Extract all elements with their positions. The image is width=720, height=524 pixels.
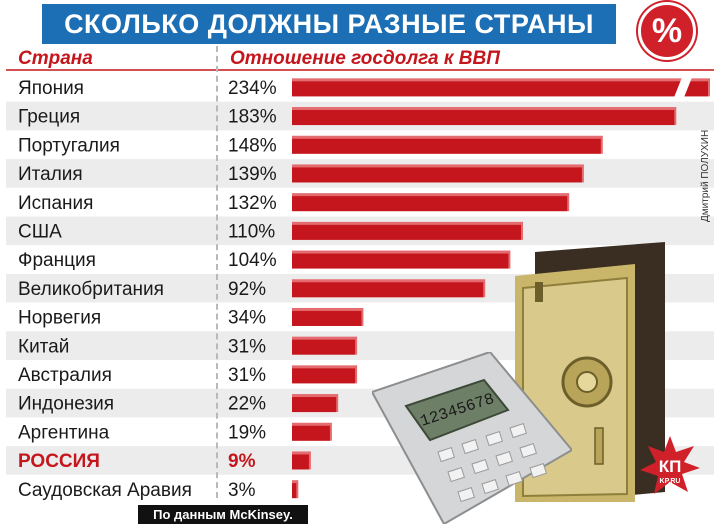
bar bbox=[292, 368, 356, 384]
kp-logo-sub: KP.RU bbox=[660, 478, 681, 485]
value-label: 22% bbox=[228, 394, 266, 415]
country-label: Франция bbox=[18, 250, 96, 271]
value-label: 3% bbox=[228, 480, 256, 501]
header-country: Страна bbox=[18, 48, 93, 69]
value-label: 183% bbox=[228, 107, 277, 128]
photo-credit: Дмитрий ПОЛУХИН bbox=[700, 129, 711, 222]
bar bbox=[292, 138, 601, 154]
bar bbox=[292, 81, 708, 97]
kp-logo-text: КП bbox=[659, 457, 682, 476]
axis-break bbox=[674, 77, 692, 98]
bar bbox=[292, 310, 362, 326]
percent-badge-icon: % bbox=[638, 2, 696, 60]
value-label: 132% bbox=[228, 193, 277, 214]
source-note: По данным McKinsey. bbox=[138, 505, 308, 524]
country-label: Греция bbox=[18, 107, 80, 128]
calculator-illustration: 12345678 bbox=[372, 352, 572, 524]
value-label: 148% bbox=[228, 135, 277, 156]
value-label: 34% bbox=[228, 308, 266, 329]
country-label: Индонезия bbox=[18, 394, 114, 415]
bar bbox=[292, 196, 568, 212]
value-label: 104% bbox=[228, 250, 277, 271]
kp-logo: КП KP.RU bbox=[640, 436, 700, 494]
country-label: Португалия bbox=[18, 135, 120, 156]
country-label: Китай bbox=[18, 336, 69, 357]
value-label: 139% bbox=[228, 164, 277, 185]
value-label: 19% bbox=[228, 422, 266, 443]
country-label: Италия bbox=[18, 164, 83, 185]
value-label: 31% bbox=[228, 365, 266, 386]
value-label: 234% bbox=[228, 78, 277, 99]
value-label: 31% bbox=[228, 336, 266, 357]
country-label: РОССИЯ bbox=[18, 451, 100, 472]
bar bbox=[292, 483, 297, 499]
country-label: США bbox=[18, 222, 62, 243]
country-label: Австралия bbox=[18, 365, 112, 386]
bar bbox=[292, 454, 309, 470]
value-label: 110% bbox=[228, 222, 275, 243]
country-label: Япония bbox=[18, 78, 84, 99]
country-label: Великобритания bbox=[18, 279, 164, 300]
bar bbox=[292, 282, 484, 298]
bar bbox=[292, 253, 509, 269]
bar bbox=[292, 339, 356, 355]
column-divider bbox=[216, 46, 218, 498]
bar bbox=[292, 425, 330, 441]
country-label: Саудовская Аравия bbox=[18, 480, 192, 501]
bar bbox=[292, 167, 582, 183]
bar bbox=[292, 224, 521, 240]
value-label: 92% bbox=[228, 279, 266, 300]
country-label: Норвегия bbox=[18, 308, 101, 329]
value-label: 9% bbox=[228, 451, 256, 472]
chart-title: СКОЛЬКО ДОЛЖНЫ РАЗНЫЕ СТРАНЫ МИРА bbox=[42, 4, 616, 79]
bar bbox=[292, 110, 675, 126]
bar bbox=[292, 397, 337, 413]
header-ratio: Отношение госдолга к ВВП bbox=[230, 48, 500, 69]
country-label: Аргентина bbox=[18, 422, 110, 443]
country-label: Испания bbox=[18, 193, 93, 214]
